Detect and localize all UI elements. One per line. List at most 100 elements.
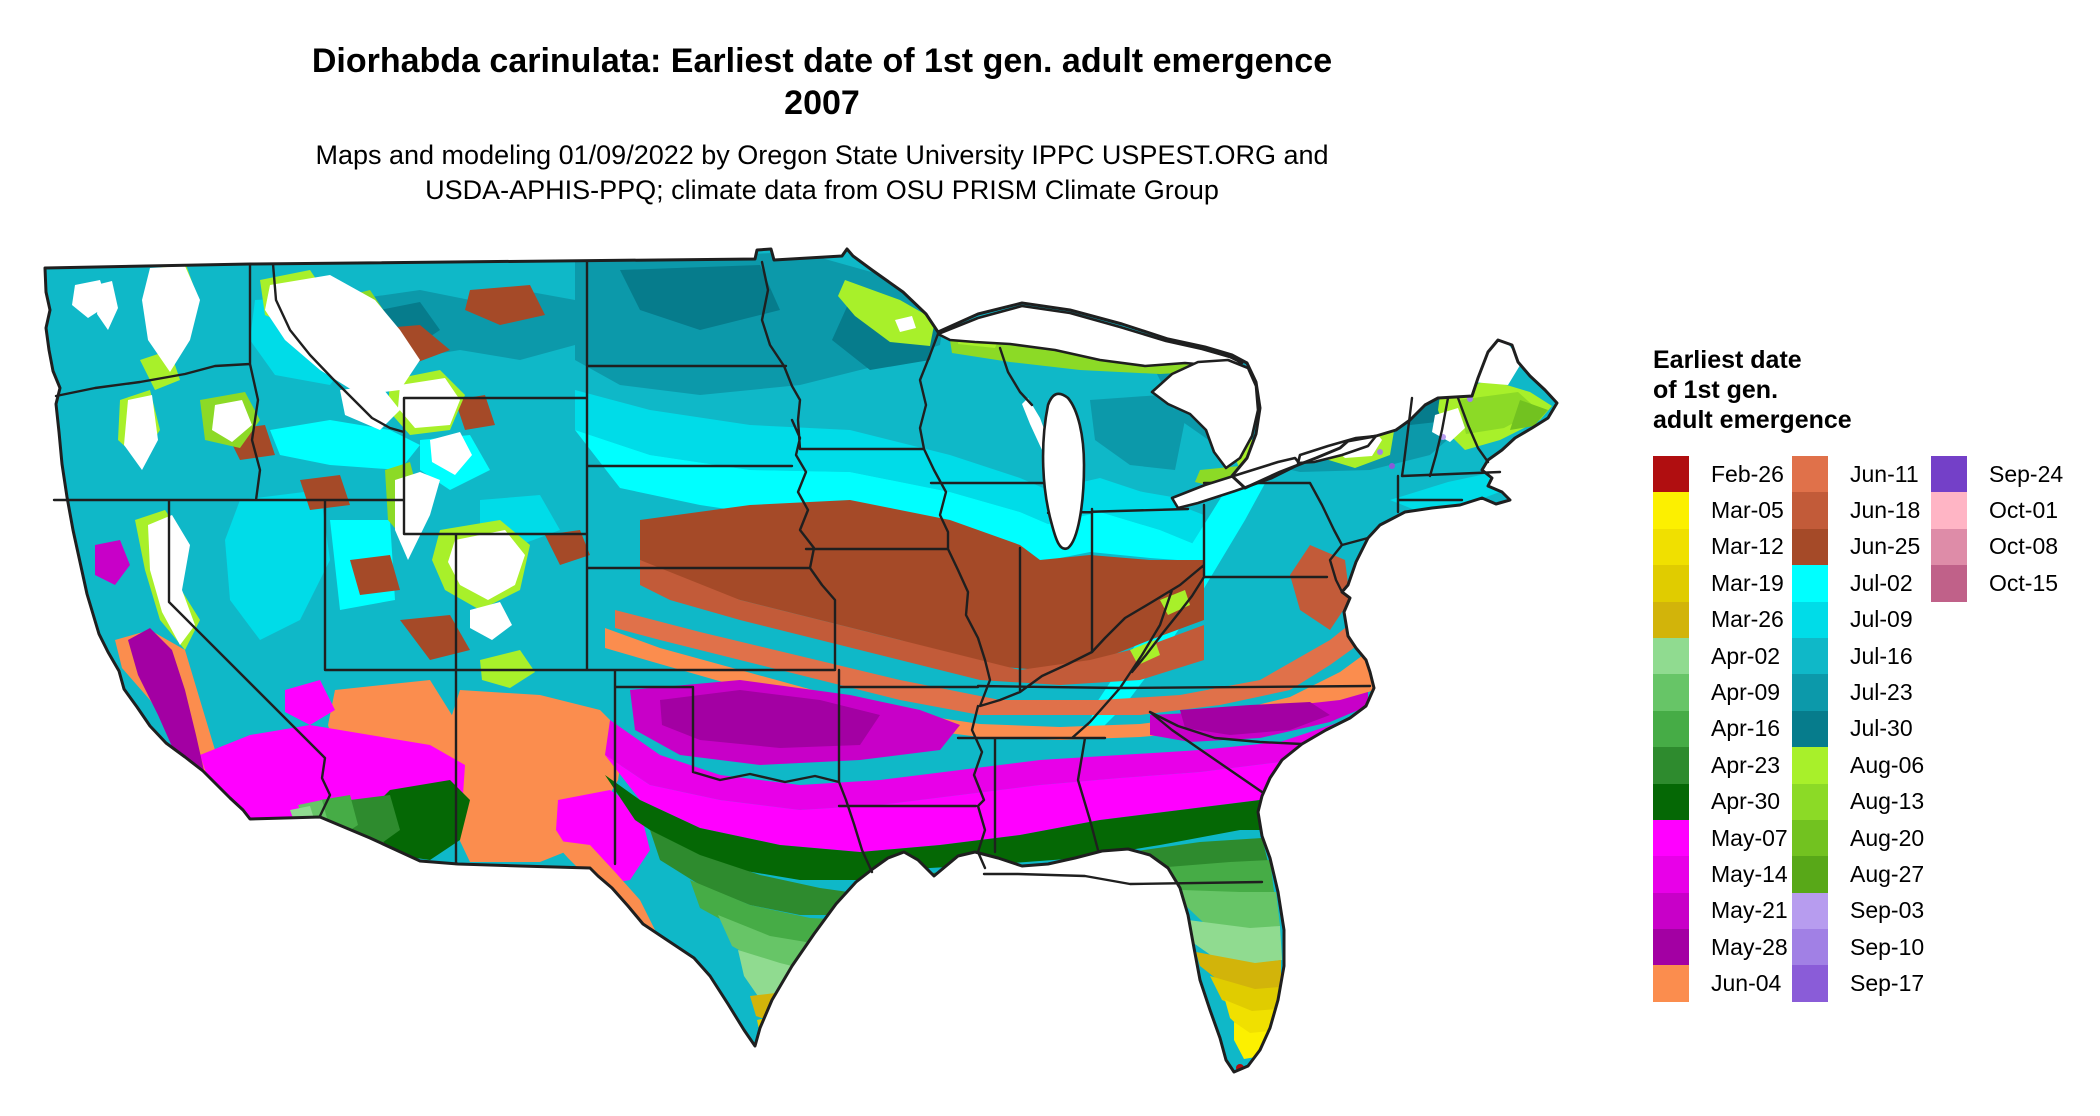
- lake-michigan: [1041, 392, 1086, 551]
- map-region: [1390, 472, 1505, 512]
- map-region: [124, 395, 158, 470]
- legend-swatch: [1792, 674, 1828, 711]
- legend-row: May-07: [1653, 819, 1788, 857]
- legend-swatch: [1792, 565, 1828, 602]
- legend-row: Jul-23: [1792, 674, 1924, 711]
- legend-label: Oct-08: [1989, 533, 2059, 560]
- legend-swatch: [1653, 856, 1689, 893]
- legend-swatch: [1792, 929, 1828, 966]
- legend-row: Mar-12: [1653, 528, 1788, 566]
- legend-label: Jun-04: [1711, 970, 1782, 997]
- map-region: [372, 780, 470, 860]
- legend-row: Apr-16: [1653, 710, 1788, 748]
- legend-label: Aug-20: [1850, 824, 1925, 851]
- legend-label: Apr-23: [1711, 751, 1781, 778]
- lake-huron: [1150, 358, 1260, 470]
- map-region: [605, 725, 1374, 852]
- legend-row: Apr-02: [1653, 637, 1788, 675]
- map-fill-regions: [45, 249, 1557, 1090]
- legend-label: Apr-16: [1711, 715, 1781, 742]
- legend-row: Sep-10: [1792, 929, 1924, 966]
- legend-label: Sep-24: [1989, 460, 2064, 487]
- state-borders: [52, 260, 1502, 886]
- legend-row: Mar-05: [1653, 492, 1788, 529]
- legend-label: Oct-01: [1989, 497, 2059, 524]
- legend-label: Apr-30: [1711, 788, 1781, 815]
- map-region: [1184, 1082, 1192, 1090]
- map-region: [148, 515, 195, 645]
- map-region: [270, 420, 420, 470]
- legend-swatch: [1653, 674, 1689, 711]
- legend-swatch: [1653, 565, 1689, 602]
- legend-label: May-07: [1711, 824, 1788, 851]
- legend-row: Jun-25: [1792, 528, 1924, 566]
- map-region: [605, 706, 1372, 810]
- legend-row: May-14: [1653, 856, 1788, 893]
- legend-row: Aug-06: [1792, 747, 1924, 784]
- legend-column: Jun-11 Jun-18 Jun-25 Jul-02 Jul-09 Jul-16 Jul-…: [1792, 456, 1924, 1002]
- legend-label: May-21: [1711, 897, 1788, 924]
- legend-title-line3: adult emergence: [1653, 406, 1852, 434]
- legend-swatch: [1653, 819, 1689, 857]
- map-region: [340, 385, 400, 430]
- legend-label: Jul-02: [1850, 569, 1913, 596]
- legend-row: Jul-30: [1792, 710, 1924, 748]
- map-region: [718, 915, 818, 968]
- legend-swatch: [1792, 492, 1828, 529]
- legend-label: Jul-30: [1850, 715, 1913, 742]
- map-region: [1188, 920, 1282, 964]
- legend-row: Feb-26: [1653, 456, 1788, 493]
- header: Diorhabda carinulata: Earliest date of 1…: [0, 0, 1644, 208]
- legend-column: Feb-26 Mar-05 Mar-12 Mar-19 Mar-26 Apr-02 Apr-…: [1653, 456, 1788, 1002]
- map-region: [398, 378, 460, 428]
- legend-swatch: [1931, 528, 1967, 566]
- map-region: [128, 628, 205, 790]
- legend-swatch: [1653, 747, 1689, 784]
- map-region: [1155, 860, 1274, 894]
- map-region: [1510, 400, 1548, 430]
- legend-row: Sep-17: [1792, 965, 1925, 1002]
- legend-row: Aug-27: [1792, 856, 1924, 893]
- legend-row: Jul-09: [1792, 601, 1924, 638]
- map-region: [285, 680, 335, 725]
- legend-swatch: [1653, 601, 1689, 638]
- legend-row: Sep-24: [1931, 456, 2064, 493]
- subtitle-line2: USDA-APHIS-PPQ; climate data from OSU PR…: [425, 175, 1219, 205]
- legend-row: Aug-13: [1792, 783, 1925, 820]
- legend-label: May-28: [1711, 933, 1788, 960]
- legend-swatch: [1792, 819, 1828, 857]
- legend-swatch: [1792, 965, 1828, 1002]
- map-region: [455, 395, 495, 430]
- legend-title-line2: of 1st gen.: [1653, 376, 1779, 404]
- map-region: [395, 472, 440, 560]
- legend-row: Oct-15: [1931, 565, 2063, 602]
- map-region: [212, 400, 252, 442]
- legend-swatch: [1653, 528, 1689, 566]
- legend-row: Apr-23: [1653, 747, 1788, 784]
- legend-row: Jul-02: [1792, 565, 1924, 602]
- legend-swatch: [1792, 637, 1828, 675]
- legend-swatch: [1792, 601, 1828, 638]
- legend-swatch: [1653, 456, 1689, 493]
- legend-label: Aug-13: [1850, 788, 1925, 815]
- legend-row: Aug-20: [1792, 819, 1925, 857]
- map-region: [640, 560, 1204, 685]
- map-region: [545, 530, 590, 565]
- legend-row: Apr-30: [1653, 783, 1788, 820]
- legend-label: Jul-16: [1850, 642, 1913, 669]
- legend-label: Jun-18: [1850, 497, 1921, 524]
- map-region: [400, 615, 470, 660]
- legend-swatch: [1792, 747, 1828, 784]
- map-region: [1180, 702, 1330, 735]
- legend-label: May-14: [1711, 860, 1788, 887]
- legend-label: Apr-02: [1711, 642, 1781, 669]
- map-region: [470, 602, 512, 640]
- legend-swatch: [1792, 892, 1828, 930]
- legend-swatch: [1653, 929, 1689, 966]
- map-region: [1196, 952, 1281, 990]
- legend-swatch: [1792, 783, 1828, 820]
- legend-label: Sep-17: [1850, 970, 1925, 997]
- map-region: [575, 430, 1204, 562]
- map-region: [97, 281, 118, 330]
- map-region: [448, 530, 525, 600]
